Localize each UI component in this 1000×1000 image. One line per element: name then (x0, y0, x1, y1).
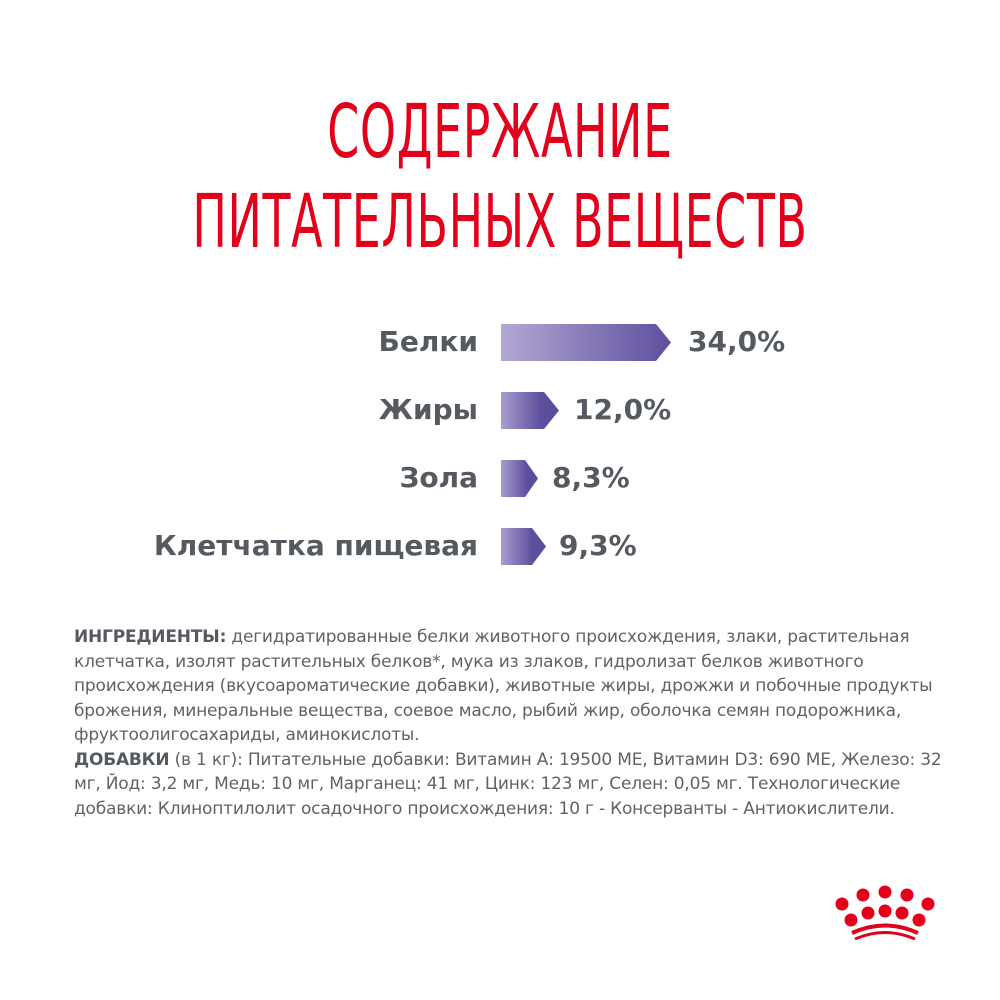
nutrient-row-ash: Зола 8,3% (0, 458, 1000, 498)
page-title-line-2: ПИТАТЕЛЬНЫХ ВЕЩЕСТВ (192, 179, 808, 265)
nutrient-bar (501, 528, 546, 565)
nutrient-row-protein: Белки 34,0% (0, 322, 1000, 362)
nutrient-label: Белки (378, 325, 478, 358)
ingredients-paragraph: ИНГРЕДИЕНТЫ: дегидратированные белки жив… (74, 625, 954, 748)
nutrient-value: 9,3% (559, 529, 637, 562)
additives-heading: ДОБАВКИ (74, 749, 170, 770)
nutrient-label: Зола (399, 461, 478, 494)
nutrient-value: 8,3% (552, 461, 630, 494)
nutrient-row-fiber: Клетчатка пищевая 9,3% (0, 526, 1000, 566)
ingredients-text: дегидратированные белки животного происх… (74, 627, 933, 745)
additives-text: (в 1 кг): Питательные добавки: Витамин А… (74, 749, 942, 819)
nutrient-label: Жиры (378, 393, 478, 426)
nutrient-row-fat: Жиры 12,0% (0, 390, 1000, 430)
ingredients-heading: ИНГРЕДИЕНТЫ: (74, 627, 227, 647)
nutrient-value: 12,0% (574, 393, 672, 426)
page-title-line-1: СОДЕРЖАНИЕ (327, 89, 673, 175)
nutrient-bar-chart: Белки 34,0% Жиры 12,0% Зола 8,3% Клетчат… (0, 322, 1000, 566)
royal-canin-crown-icon (830, 880, 940, 941)
ingredients-block: ИНГРЕДИЕНТЫ: дегидратированные белки жив… (74, 625, 954, 821)
nutrient-bar (501, 392, 559, 429)
nutrient-bar (501, 324, 671, 361)
nutrient-bar (501, 460, 538, 497)
additives-paragraph: ДОБАВКИ (в 1 кг): Питательные добавки: В… (74, 748, 954, 822)
nutrient-label: Клетчатка пищевая (153, 529, 478, 562)
nutrient-value: 34,0% (688, 325, 786, 358)
